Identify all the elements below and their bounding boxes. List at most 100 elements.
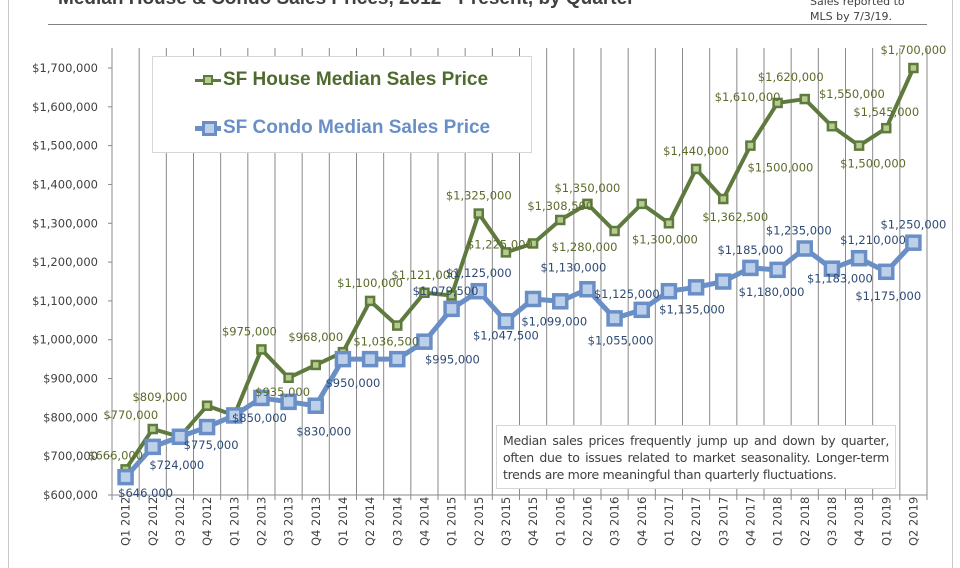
- condo-data-point: [633, 301, 650, 319]
- condo-data-label: $724,000: [149, 458, 204, 472]
- house-data-label: $1,350,000: [554, 181, 620, 195]
- house-data-point: [636, 198, 647, 210]
- legend-item-condo: SF Condo Median Sales Price: [195, 117, 490, 139]
- house-data-label: $1,500,000: [840, 157, 906, 171]
- x-tick-label: Q3 2018: [825, 497, 839, 546]
- x-tick-label: Q2 2015: [472, 497, 486, 546]
- condo-data-label: $1,180,000: [739, 285, 805, 299]
- condo-data-point: [307, 397, 324, 414]
- condo-data-point: [524, 290, 542, 308]
- house-data-point: [908, 62, 919, 74]
- condo-data-point: [497, 313, 515, 330]
- y-tick-label: $800,000: [43, 410, 98, 424]
- house-data-point: [310, 359, 321, 371]
- condo-data-point: [226, 407, 243, 424]
- condo-data-point: [687, 279, 705, 296]
- x-tick-label: Q1 2013: [227, 497, 241, 546]
- legend-marker-condo-icon: [195, 120, 221, 136]
- house-data-label: $975,000: [222, 324, 277, 338]
- house-data-label: $1,440,000: [663, 144, 729, 158]
- condo-data-label: $1,183,000: [807, 272, 873, 286]
- house-data-point: [718, 193, 729, 205]
- x-tick-label: Q4 2012: [200, 497, 214, 546]
- condo-data-label: $1,099,000: [521, 314, 587, 328]
- condo-data-label: $850,000: [232, 411, 287, 425]
- house-data-point: [419, 287, 430, 299]
- house-data-point: [663, 218, 675, 229]
- legend-item-house: SF House Median Sales Price: [195, 69, 488, 91]
- house-data-point: [201, 400, 213, 411]
- house-data-point: [609, 225, 620, 237]
- chart-frame: [8, 0, 953, 568]
- chart-title: Median House & Condo Sales Prices, 2012 …: [58, 0, 635, 10]
- house-data-label: $968,000: [288, 330, 343, 344]
- house-data-point: [256, 344, 267, 355]
- condo-data-label: $1,055,000: [588, 333, 654, 347]
- condo-data-point: [470, 282, 487, 300]
- x-tick-label: Q4 2016: [635, 497, 649, 546]
- condo-data-point: [823, 260, 841, 277]
- y-tick-label: $600,000: [43, 488, 98, 502]
- house-data-label: $1,700,000: [880, 43, 946, 57]
- condo-data-label: $1,135,000: [659, 302, 725, 316]
- condo-data-point: [850, 249, 868, 267]
- x-tick-label: Q4 2018: [852, 497, 866, 546]
- x-tick-label: Q2 2018: [798, 497, 812, 546]
- house-data-label: $1,036,500: [353, 335, 419, 349]
- x-tick-label: Q1 2018: [771, 497, 785, 546]
- house-data-point: [364, 295, 376, 307]
- x-tick-label: Q1 2015: [445, 497, 459, 546]
- condo-data-point: [253, 389, 270, 407]
- condo-data-point: [905, 234, 922, 251]
- x-tick-label: Q3 2013: [282, 497, 296, 546]
- y-tick-label: $1,100,000: [32, 294, 98, 308]
- house-data-label: $1,280,000: [552, 240, 618, 254]
- house-data-point: [853, 140, 865, 151]
- x-tick-label: Q1 2016: [553, 497, 567, 546]
- x-tick-label: Q3 2015: [499, 497, 513, 546]
- condo-data-label: $775,000: [184, 438, 239, 452]
- condo-data-point: [443, 300, 460, 318]
- condo-data-point: [280, 393, 297, 411]
- data-note: Sales reported to MLS by 7/3/19.: [810, 0, 905, 23]
- house-data-point: [582, 198, 593, 210]
- house-data-point: [772, 97, 783, 109]
- condo-data-label: $830,000: [296, 425, 351, 439]
- house-data-point: [745, 140, 756, 151]
- condo-data-point: [715, 273, 732, 290]
- y-tick-label: $700,000: [43, 449, 98, 463]
- house-data-label: $1,550,000: [819, 87, 885, 101]
- y-tick-label: $1,600,000: [32, 100, 98, 114]
- condo-data-point: [796, 240, 813, 257]
- condo-data-point: [552, 293, 569, 310]
- house-data-label: $1,610,000: [715, 90, 781, 104]
- house-data-point: [147, 423, 158, 435]
- y-tick-label: $1,300,000: [32, 216, 98, 230]
- x-tick-label: Q1 2014: [336, 497, 350, 546]
- x-tick-label: Q1 2017: [662, 497, 676, 546]
- title-divider: [48, 24, 927, 25]
- condo-data-point: [416, 333, 433, 350]
- condo-data-label: $1,047,500: [473, 328, 539, 342]
- house-data-point: [826, 120, 838, 132]
- x-tick-label: Q1 2012: [119, 497, 133, 546]
- house-data-point: [283, 372, 294, 384]
- condo-data-label: $1,079,500: [413, 284, 479, 298]
- house-data-point: [392, 320, 403, 331]
- house-data-label: $1,100,000: [337, 276, 403, 290]
- house-data-label: $1,300,000: [632, 232, 698, 246]
- x-tick-label: Q3 2014: [390, 497, 404, 546]
- condo-data-point: [144, 438, 161, 456]
- house-data-point: [690, 163, 702, 175]
- annotation-box: Median sales prices frequently jump up a…: [496, 425, 896, 489]
- x-tick-label: Q2 2019: [906, 497, 920, 546]
- legend-label-house: SF House Median Sales Price: [223, 69, 489, 90]
- house-data-label: $1,545,000: [853, 105, 919, 119]
- house-data-point: [799, 93, 810, 105]
- y-tick-label: $1,400,000: [32, 177, 98, 191]
- condo-data-point: [334, 350, 352, 368]
- condo-data-label: $950,000: [325, 376, 380, 390]
- condo-data-label: $1,185,000: [717, 243, 783, 257]
- condo-data-label: $1,175,000: [855, 289, 921, 303]
- condo-data-point: [606, 310, 623, 327]
